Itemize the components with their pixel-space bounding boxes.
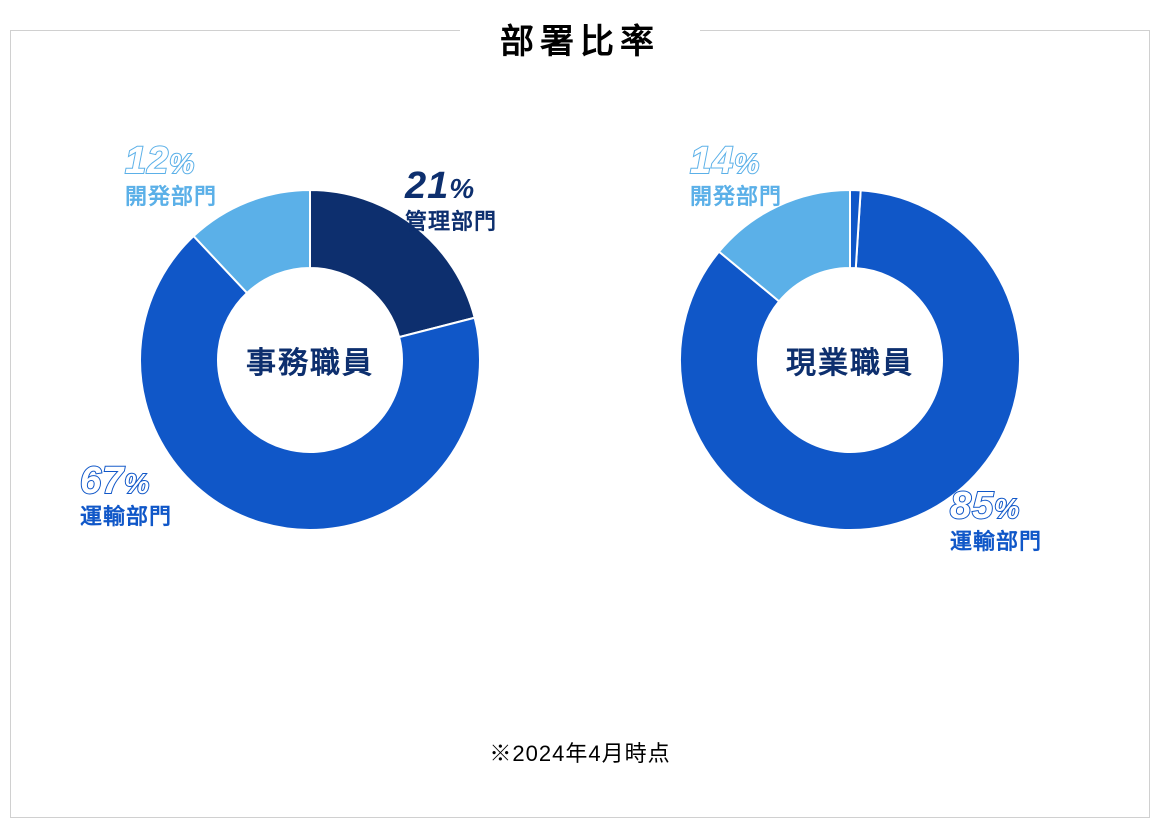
slice-label: 14%開発部門 (690, 140, 782, 209)
footnote: ※2024年4月時点 (0, 736, 1160, 768)
pct-value: 67% (80, 460, 172, 504)
pct-value: 21% (405, 165, 497, 209)
slice-label: 12%開発部門 (125, 140, 217, 209)
page-title: 部署比率 (460, 14, 700, 63)
dept-label: 運輸部門 (950, 529, 1042, 554)
dept-label: 開発部門 (125, 184, 217, 209)
pct-value: 14% (690, 140, 782, 184)
chart-left: 事務職員 21%管理部門67%運輸部門12%開発部門 (90, 140, 530, 580)
charts-row: 事務職員 21%管理部門67%運輸部門12%開発部門 現業職員 14%開発部門8… (0, 140, 1160, 580)
slice-label: 85%運輸部門 (950, 485, 1042, 554)
dept-label: 開発部門 (690, 184, 782, 209)
center-label-right: 現業職員 (680, 190, 1020, 530)
dept-label: 管理部門 (405, 209, 497, 234)
slice-label: 21%管理部門 (405, 165, 497, 234)
center-label-left: 事務職員 (140, 190, 480, 530)
pct-value: 85% (950, 485, 1042, 529)
dept-label: 運輸部門 (80, 504, 172, 529)
pct-value: 12% (125, 140, 217, 184)
title-container: 部署比率 (0, 14, 1160, 63)
chart-right: 現業職員 14%開発部門 85%運輸部門 (630, 140, 1070, 580)
slice-label: 67%運輸部門 (80, 460, 172, 529)
